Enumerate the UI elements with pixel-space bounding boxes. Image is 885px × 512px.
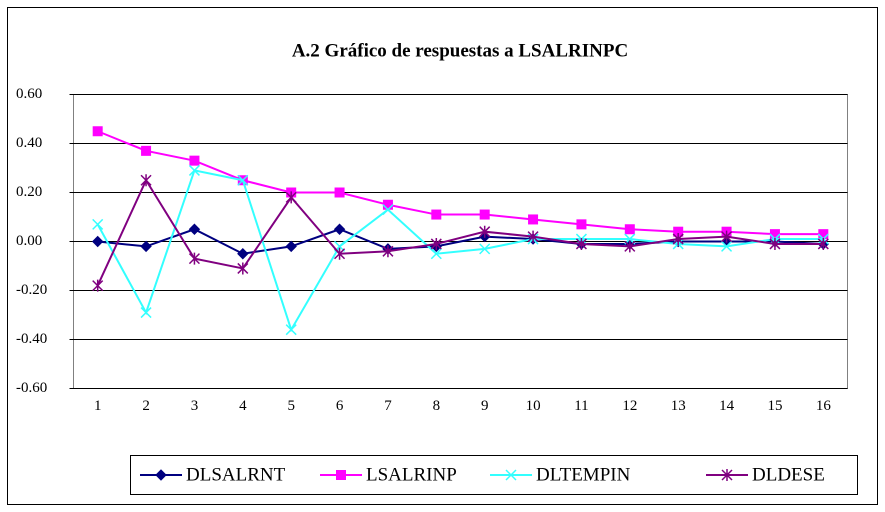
x-tick-label: 7	[384, 398, 392, 414]
legend-marker	[505, 469, 517, 481]
data-point	[818, 229, 829, 240]
series-line	[96, 178, 824, 287]
data-point	[140, 174, 152, 187]
data-point	[334, 187, 345, 198]
data-point	[721, 240, 733, 252]
legend-marker	[336, 470, 346, 480]
x-tick-label: 16	[816, 398, 832, 414]
series-line	[96, 169, 824, 333]
y-tick-label: -0.40	[16, 331, 47, 347]
x-tick-label: 8	[433, 398, 441, 414]
data-point	[382, 199, 393, 210]
data-point	[479, 209, 490, 220]
y-tick-label: 0.20	[16, 184, 42, 200]
y-tick-label: -0.60	[16, 380, 47, 396]
data-point	[91, 235, 104, 248]
data-point	[285, 324, 297, 336]
x-tick-label: 1	[94, 398, 102, 414]
x-tick-label: 13	[671, 398, 686, 414]
data-point	[817, 237, 829, 250]
series-line	[97, 228, 824, 255]
x-tick-label: 6	[336, 398, 344, 414]
y-tick-label: 0.00	[16, 233, 42, 249]
x-tick-label: 11	[574, 398, 588, 414]
data-point	[237, 262, 249, 275]
series-line	[97, 130, 824, 236]
data-point	[721, 230, 733, 243]
y-tick-label: -0.20	[16, 282, 47, 298]
data-point	[140, 240, 152, 253]
x-tick-label: 14	[719, 398, 735, 414]
data-point	[141, 145, 152, 156]
data-point	[285, 191, 297, 204]
data-point	[576, 219, 587, 230]
data-point	[237, 174, 249, 186]
x-tick-label: 3	[191, 398, 199, 414]
data-point	[140, 307, 152, 319]
data-point	[624, 224, 635, 235]
data-point	[334, 247, 346, 260]
legend-marker	[155, 469, 167, 481]
data-point	[479, 225, 491, 238]
data-point	[333, 223, 346, 235]
data-point	[188, 223, 201, 235]
data-point	[285, 240, 297, 253]
data-point	[430, 248, 442, 260]
data-point	[769, 237, 781, 250]
x-tick-label: 9	[481, 398, 489, 414]
data-point	[92, 279, 104, 292]
data-point	[479, 243, 491, 255]
data-point	[575, 237, 587, 250]
data-point	[527, 230, 539, 243]
x-tick-label: 5	[287, 398, 295, 414]
data-point	[188, 252, 200, 265]
y-tick-label: 0.40	[16, 135, 42, 151]
x-tick-label: 12	[622, 398, 637, 414]
data-point	[92, 126, 103, 137]
data-point	[382, 204, 394, 216]
x-tick-label: 15	[767, 398, 782, 414]
data-point	[431, 209, 442, 220]
data-point	[188, 164, 200, 176]
legend-label: DLTEMPIN	[536, 464, 631, 485]
data-point	[624, 240, 636, 253]
legend-label: DLSALRNT	[186, 464, 286, 485]
chart-title: A.2 Gráfico de respuestas a LSALRINPC	[292, 40, 628, 61]
data-point	[430, 237, 442, 250]
legend-marker	[721, 469, 733, 481]
legend-label: DLDESE	[752, 464, 825, 485]
data-point	[672, 233, 684, 246]
data-point	[237, 248, 249, 260]
x-tick-label: 4	[239, 398, 247, 414]
x-tick-label: 2	[142, 398, 150, 414]
y-tick-label: 0.60	[16, 86, 42, 102]
data-point	[528, 214, 539, 225]
data-point	[92, 218, 104, 230]
x-tick-label: 10	[526, 398, 541, 414]
data-point	[769, 229, 780, 240]
legend-label: LSALRINP	[366, 464, 457, 485]
data-point	[189, 155, 200, 166]
data-point	[382, 245, 394, 258]
